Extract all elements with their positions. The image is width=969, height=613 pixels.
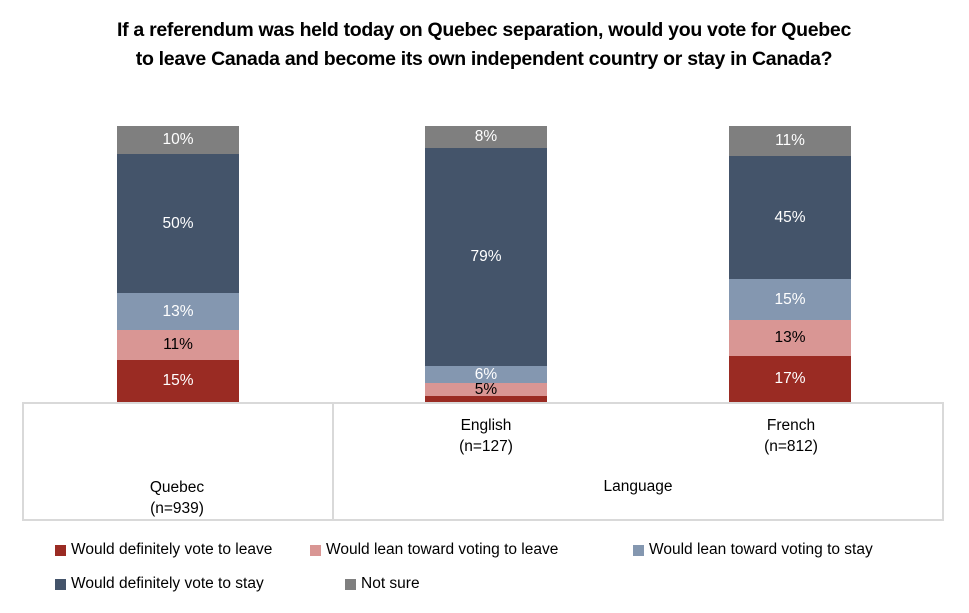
segment-value-label: 13%: [162, 302, 194, 320]
axis-divider: [332, 404, 334, 519]
bar-french-segment-lean-leave: 13%: [729, 320, 851, 356]
category-axis-box: [22, 402, 944, 521]
legend-item-lean-leave: Would lean toward voting to leave: [310, 541, 558, 559]
axis-label-english: English (n=127): [366, 415, 606, 457]
bar-quebec-segment-definitely-stay: 50%: [117, 153, 239, 294]
legend-label: Would lean toward voting to leave: [326, 541, 559, 558]
axis-label-french: French (n=812): [671, 415, 911, 457]
bar-quebec-segment-lean-stay: 13%: [117, 293, 239, 330]
bar-quebec-segment-not-sure: 10%: [117, 126, 239, 154]
bar-quebec: 15% 11% 13% 50% 10%: [117, 126, 239, 402]
legend-item-definitely-leave: Would definitely vote to leave: [55, 541, 272, 559]
segment-value-label: 79%: [470, 248, 502, 266]
bar-english-segment-lean-stay: 6%: [425, 366, 547, 383]
legend-label: Would definitely vote to leave: [71, 541, 273, 558]
legend-swatch-lean-stay: [633, 544, 644, 556]
bar-english-segment-definitely-stay: 79%: [425, 148, 547, 367]
axis-label-quebec: Quebec (n=939): [57, 477, 297, 519]
bar-french: 17% 13% 15% 45% 11%: [729, 126, 851, 402]
bar-quebec-segment-lean-leave: 11%: [117, 329, 239, 361]
axis-label-english-line2: (n=127): [459, 438, 513, 455]
bar-english-segment-lean-leave: 5%: [425, 380, 547, 398]
segment-value-label: 11%: [163, 336, 193, 354]
segment-value-label: 5%: [474, 380, 498, 398]
bar-english-segment-definitely-leave: [425, 396, 547, 402]
segment-value-label: 6%: [474, 365, 498, 383]
legend-item-lean-stay: Would lean toward voting to stay: [633, 541, 873, 559]
chart-title: If a referendum was held today on Quebec…: [117, 19, 851, 71]
axis-label-french-line2: (n=812): [764, 438, 818, 455]
segment-value-label: 45%: [774, 208, 806, 226]
legend-label: Not sure: [361, 575, 420, 592]
axis-group-label-text: Language: [603, 478, 673, 495]
axis-label-french-line1: French: [766, 417, 816, 434]
legend-label: Would lean toward voting to stay: [649, 541, 873, 558]
bar-french-segment-definitely-leave: 17%: [729, 355, 851, 402]
axis-label-english-line1: English: [460, 417, 512, 434]
legend-swatch-not-sure: [345, 578, 356, 590]
bar-english: 5% 6% 79% 8%: [425, 126, 547, 402]
axis-group-label-language: Language: [518, 476, 758, 497]
segment-value-label: 13%: [774, 329, 806, 347]
legend-item-not-sure: Not sure: [345, 575, 420, 593]
bar-french-segment-lean-stay: 15%: [729, 279, 851, 321]
legend-swatch-definitely-stay: [55, 578, 66, 590]
legend-swatch-definitely-leave: [55, 544, 66, 556]
bar-french-segment-definitely-stay: 45%: [729, 156, 851, 280]
legend-swatch-lean-leave: [310, 544, 321, 556]
segment-value-label: 50%: [162, 214, 194, 232]
bar-quebec-segment-definitely-leave: 15%: [117, 360, 239, 402]
segment-value-label: 11%: [775, 132, 805, 150]
axis-label-quebec-line2: (n=939): [150, 500, 204, 517]
segment-value-label: 15%: [162, 372, 194, 390]
bar-english-segment-not-sure: 8%: [425, 126, 547, 149]
bar-french-segment-not-sure: 11%: [729, 126, 851, 157]
segment-value-label: 10%: [162, 131, 194, 149]
segment-value-label: 17%: [774, 370, 806, 388]
legend-item-definitely-stay: Would definitely vote to stay: [55, 575, 264, 593]
legend-label: Would definitely vote to stay: [71, 575, 264, 592]
axis-label-quebec-line1: Quebec: [149, 479, 205, 496]
segment-value-label: 15%: [774, 290, 806, 308]
segment-value-label: 8%: [474, 128, 498, 146]
